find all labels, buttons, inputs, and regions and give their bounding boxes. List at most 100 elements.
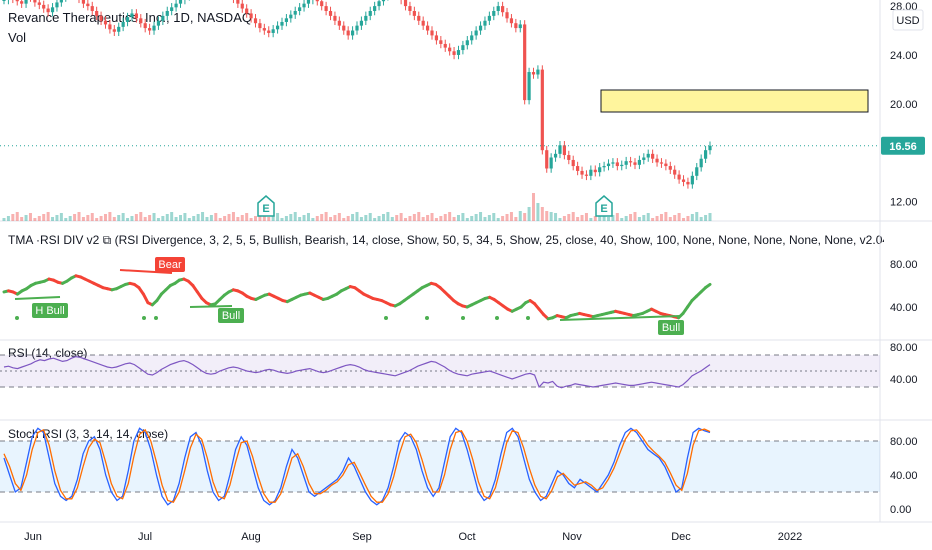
volume-bar [148,215,152,221]
volume-bar [426,215,430,221]
volume-bar [179,215,182,221]
candle [174,3,178,8]
candle [624,161,628,165]
candle [470,35,474,41]
bull-label: Bull [222,310,240,322]
candle [306,0,311,4]
volume-bar [452,217,456,221]
time-axis-label: Oct [458,531,475,543]
candle [602,166,606,168]
candle [117,26,121,32]
candle [59,0,63,3]
candle [293,10,297,15]
volume-bar [209,215,213,221]
candle [571,159,575,167]
volume-bar [117,215,121,221]
volume-bar [633,212,637,221]
tma-rsi-segment [141,292,150,305]
volume-bar [134,214,138,221]
candle [699,158,703,168]
volume-bar [103,214,107,221]
candle [42,4,46,9]
candle [148,28,152,31]
volume-bar [395,215,399,221]
volume-bar [351,214,355,221]
volume-bar [359,217,363,221]
price-tick-label: 20.00 [890,99,918,111]
currency-box [892,9,924,31]
volume-bar [293,212,297,221]
candle [686,181,690,185]
volume-bar [245,213,249,221]
volume-bar [364,215,368,221]
volume-bar [479,212,483,221]
candle [615,162,619,167]
volume-bar [165,214,169,221]
volume-bar [170,212,174,221]
rsi-indicator-title[interactable]: RSI (14, close) [8,346,88,360]
candle [236,0,240,4]
candle [403,0,408,7]
volume-bar [571,212,575,221]
volume-bar [509,212,513,221]
stoch-rsi-indicator-title[interactable]: Stoch RSI (3, 3, 14, 14, close) [8,427,169,441]
volume-bar [2,218,6,221]
volume-bar [536,203,540,221]
volume-bar [465,218,469,221]
candle [364,15,368,21]
last-price-badge [881,136,925,155]
volume-bar [589,218,593,221]
candle [474,30,478,36]
candle [646,153,650,158]
bull-divergence-line [559,315,681,321]
candle [125,17,130,22]
volume-bar [540,207,544,221]
candle [434,35,439,41]
volume-bar [42,214,46,221]
candle [478,25,483,31]
volume-bar [258,214,262,221]
volume-bar [421,217,425,221]
bull-divergence-line [189,305,233,308]
stoch-tick-label: 0.00 [890,504,911,516]
volume-bar [646,213,650,221]
candle [289,14,293,19]
volume-bar [690,214,694,221]
candle [545,150,549,169]
candle [121,21,125,27]
volume-bar [417,212,421,221]
candle [355,25,359,31]
volume-bar [381,214,385,221]
candle [703,150,708,159]
tma-rsi-segment [704,282,712,290]
bull-label-box [218,308,244,323]
tma-indicator-title[interactable]: TMA ·RSI DIV v2 ⧉ (RSI Divergence, 3, 2,… [8,233,884,247]
time-axis-label: Dec [671,531,691,543]
candle [540,69,544,151]
volume-bar [302,215,306,221]
candle [161,15,165,21]
time-axis-label: Sep [352,531,372,543]
volume-bar [73,214,77,221]
volume-bar [682,218,686,221]
volume-bar [439,216,443,221]
candle [253,18,258,24]
signal-dot [425,316,429,320]
supply-zone-box [600,89,869,113]
candle [346,30,350,36]
volume-bar [434,218,438,221]
volume-bar [254,216,258,221]
signal-dot [154,316,158,320]
volume-bar [346,216,350,221]
volume-bar [580,215,584,221]
candle [2,0,6,1]
volume-bar [399,213,403,221]
volume-bar [112,217,116,221]
volume-bar [470,216,474,221]
volume-bar [311,218,315,221]
candle [103,20,108,25]
candle [584,174,589,176]
volume-bar [333,215,337,221]
volume-bar [430,213,434,221]
